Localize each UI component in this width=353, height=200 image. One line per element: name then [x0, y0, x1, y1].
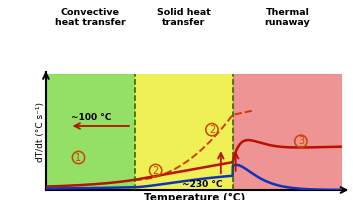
- X-axis label: Temperature (°C): Temperature (°C): [144, 193, 245, 200]
- Text: Thermal
runaway: Thermal runaway: [265, 8, 310, 27]
- Text: ~100 °C: ~100 °C: [71, 113, 112, 122]
- Text: Solid heat
transfer: Solid heat transfer: [157, 8, 211, 27]
- Text: 2: 2: [209, 125, 215, 135]
- Text: ~230 °C: ~230 °C: [182, 180, 223, 189]
- Y-axis label: dT/dt (°C s⁻¹): dT/dt (°C s⁻¹): [36, 102, 44, 162]
- Bar: [233, 74, 342, 190]
- Text: Convective
heat transfer: Convective heat transfer: [55, 8, 126, 27]
- Text: 1: 1: [76, 153, 82, 163]
- Text: 2: 2: [152, 166, 159, 176]
- Bar: [135, 74, 233, 190]
- Text: 3: 3: [298, 136, 304, 146]
- Bar: [46, 74, 135, 190]
